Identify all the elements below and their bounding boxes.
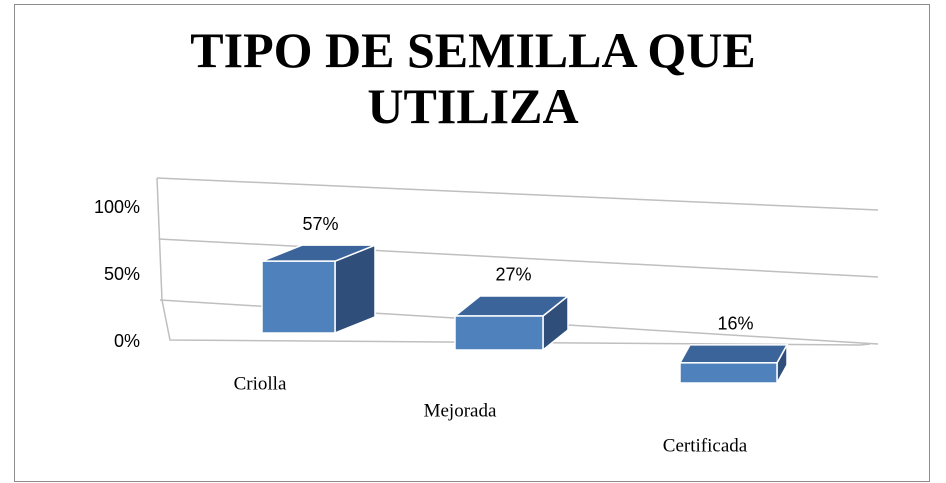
y-tick-label: 100% [94,197,140,217]
x-tick-label: Criolla [234,373,287,394]
chart-title: TIPO DE SEMILLA QUE UTILIZA [190,22,756,134]
y-tick-label: 0% [114,331,140,351]
bar [454,315,544,351]
value-label: 27% [495,265,531,285]
bar [679,362,778,384]
chart-frame [14,4,930,482]
bar-top [678,344,789,364]
value-label: 57% [302,214,338,234]
grid-line [158,238,879,278]
value-label: 16% [717,314,753,334]
bar [261,260,336,334]
x-tick-label: Mejorada [424,400,497,421]
y-tick-label: 50% [104,264,140,284]
grid-line [156,177,879,211]
x-tick-label: Certificada [663,435,748,456]
wall-edge [156,177,871,346]
